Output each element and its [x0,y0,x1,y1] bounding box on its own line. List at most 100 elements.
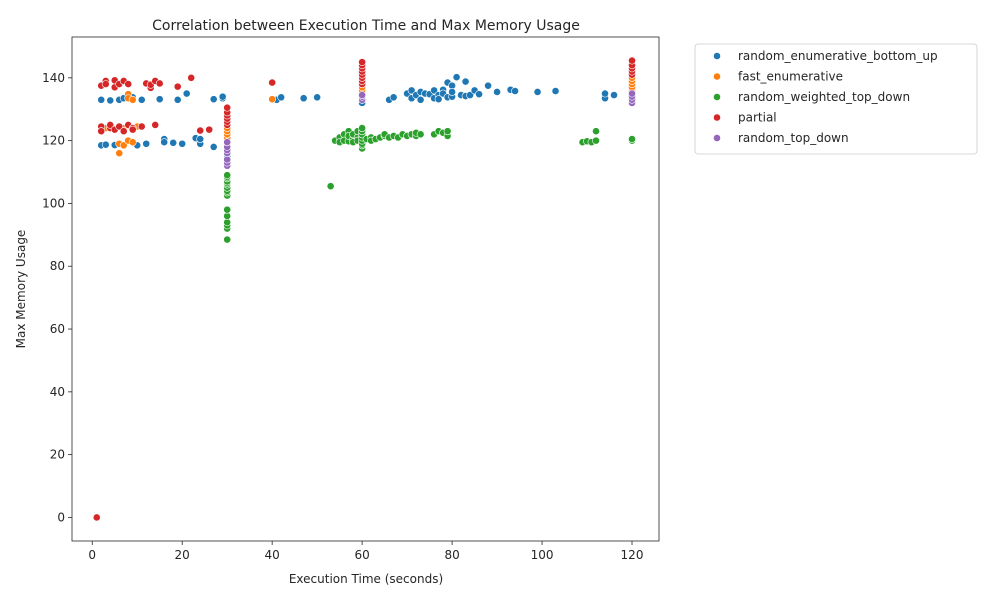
y-tick-label: 20 [50,448,65,462]
chart-title: Correlation between Execution Time and M… [152,18,580,34]
legend-marker [713,134,721,142]
data-point [223,235,232,244]
data-point [101,80,110,89]
data-point [92,513,101,522]
data-point [475,90,483,99]
legend-marker [713,72,721,81]
data-point [178,139,187,148]
plot-area [71,36,660,542]
data-point [434,95,443,104]
data-point [223,171,232,180]
x-axis-label: Execution Time (seconds) [289,572,443,586]
axes-frame [71,36,660,542]
data-point [119,127,128,136]
y-tick-label: 80 [50,259,65,273]
data-point [106,96,115,105]
x-tick-label: 80 [444,548,459,562]
data-point [196,126,205,135]
series-random_top_down [223,89,636,170]
data-point [160,138,169,147]
data-point [223,138,232,147]
legend-marker [713,93,721,101]
data-point [277,93,286,102]
data-point [484,81,492,90]
data-point [182,89,191,98]
data-point [128,125,137,134]
series-random_weighted_top_down [223,124,636,244]
legend-label: random_enumerative_bottom_up [738,49,938,63]
y-tick-label: 120 [42,134,65,148]
data-point [628,135,636,143]
data-point [223,103,232,112]
x-tick-label: 60 [354,548,369,562]
data-point [511,87,519,95]
data-point [97,95,106,104]
x-tick-label: 120 [621,548,644,562]
points-layer [92,56,636,522]
data-point [128,95,137,104]
x-tick-label: 0 [88,548,96,562]
data-point [313,93,322,102]
data-point [592,136,600,145]
data-point [187,73,196,82]
data-point [592,127,600,136]
data-point [268,95,277,104]
data-point [155,79,164,88]
data-point [389,93,398,102]
data-point [209,143,218,151]
data-point [461,77,470,86]
data-point [223,205,232,214]
data-point [137,122,146,131]
x-axis: 0 20 40 60 80 100 120 [88,541,643,562]
data-point [326,182,335,191]
data-point [299,94,308,103]
data-point [115,149,124,158]
data-point [151,121,160,129]
legend-label: random_top_down [738,131,849,145]
x-tick-label: 40 [265,548,280,562]
legend-label: random_weighted_top_down [738,90,910,104]
data-point [142,139,151,148]
data-point [268,78,277,87]
data-point [533,88,542,96]
data-point [358,58,367,67]
data-point [218,92,227,101]
legend-marker [713,113,721,122]
data-point [358,124,367,132]
legend-marker [713,52,721,60]
y-tick-label: 60 [50,322,65,336]
data-point [119,141,128,150]
data-point [173,95,182,104]
legend-label: partial [738,111,777,125]
legend: random_enumerative_bottom_up fast_enumera… [694,43,978,155]
data-point [101,140,110,149]
series-partial [92,56,636,522]
data-point [416,130,425,139]
data-point [443,127,452,136]
data-point [466,91,474,99]
y-axis-label: Max Memory Usage [14,230,28,349]
data-point [106,121,115,129]
data-point [452,73,461,82]
data-point [416,95,425,104]
y-tick-label: 140 [42,71,65,85]
data-point [358,91,367,99]
y-tick-label: 100 [42,196,65,210]
data-point [551,87,560,95]
data-point [155,95,164,104]
data-point [407,86,416,95]
data-point [628,89,636,98]
data-point [173,82,182,91]
data-point [196,135,205,143]
data-point [169,138,178,147]
data-point [97,127,106,136]
legend-label: fast_enumerative [738,70,843,84]
legend-frame [694,43,978,155]
data-point [628,56,636,65]
x-tick-label: 20 [175,548,190,562]
y-tick-label: 40 [50,385,65,399]
data-point [430,86,438,95]
data-point [493,88,501,96]
data-point [137,95,146,104]
